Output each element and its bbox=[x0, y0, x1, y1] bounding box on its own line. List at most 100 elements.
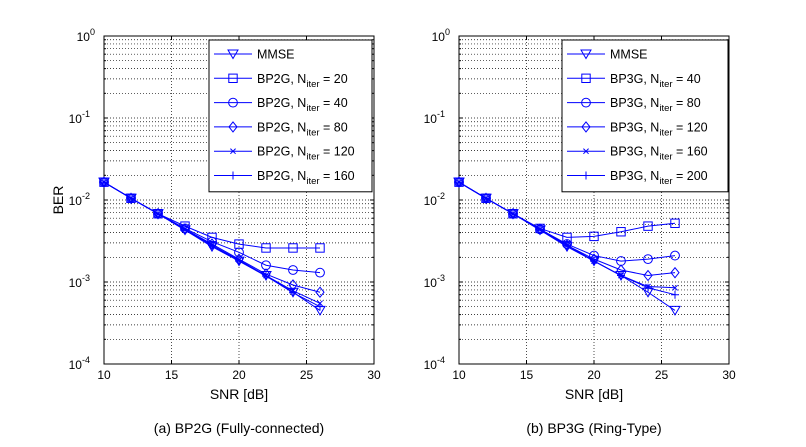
legend-entry: BP3G, Niter = 160 bbox=[610, 145, 708, 163]
data-point bbox=[643, 221, 653, 231]
chart-panel-1: 10 15 20 25 30 100 10-1 10-2 10-3 10-4 SNR [dB] BER… bbox=[50, 27, 381, 436]
data-point bbox=[315, 267, 325, 278]
legend-value: = 80 bbox=[320, 120, 348, 134]
legend-entry: BP3G, Niter = 120 bbox=[610, 120, 708, 138]
y-tick-label: 10-3 bbox=[69, 273, 90, 290]
data-point bbox=[127, 194, 135, 203]
data-point bbox=[669, 305, 681, 316]
legend-value: = 80 bbox=[673, 96, 701, 110]
data-point bbox=[536, 226, 544, 235]
y-tick-exponent: 0 bbox=[445, 27, 450, 37]
x-tick-label: 10 bbox=[452, 368, 466, 382]
legend-label: BP2G, N bbox=[257, 96, 306, 110]
data-point bbox=[154, 209, 162, 218]
y-axis: 100 10-1 10-2 10-3 10-4 bbox=[69, 27, 374, 372]
y-tick-label: 100 bbox=[432, 27, 450, 44]
data-point bbox=[670, 266, 680, 279]
data-point bbox=[261, 243, 271, 253]
data-point bbox=[643, 269, 653, 282]
legend-entry: BP2G, Niter = 80 bbox=[257, 120, 348, 138]
data-point bbox=[671, 290, 679, 299]
y-tick-exponent: -4 bbox=[82, 355, 90, 365]
x-axis: 10 15 20 25 30 bbox=[452, 36, 736, 382]
y-tick-label: 10-4 bbox=[424, 355, 445, 372]
legend-marker bbox=[230, 148, 236, 155]
x-tick-label: 30 bbox=[722, 368, 736, 382]
y-tick-exponent: -3 bbox=[437, 273, 445, 283]
legend-entry: BP2G, Niter = 160 bbox=[257, 169, 355, 187]
legend-entry: MMSE bbox=[610, 48, 648, 62]
x-tick-label: 15 bbox=[520, 368, 534, 382]
x-tick-label: 25 bbox=[300, 368, 314, 382]
data-point bbox=[670, 250, 680, 261]
data-point bbox=[589, 231, 599, 242]
legend-subscript: iter bbox=[306, 79, 319, 90]
legend-value: = 40 bbox=[320, 96, 348, 110]
data-point bbox=[509, 209, 517, 218]
y-tick-label: 10-2 bbox=[424, 191, 445, 208]
data-point bbox=[262, 272, 270, 281]
data-point bbox=[288, 243, 298, 253]
data-point bbox=[315, 286, 325, 299]
legend-entry: BP3G, Niter = 80 bbox=[610, 96, 701, 114]
data-point bbox=[672, 284, 678, 291]
legend-label: BP3G, N bbox=[610, 72, 659, 86]
legend-entry: BP2G, Niter = 20 bbox=[257, 72, 348, 90]
legend-subscript: iter bbox=[306, 127, 319, 138]
x-tick-label: 20 bbox=[232, 368, 246, 382]
legend-label: BP3G, N bbox=[610, 96, 659, 110]
y-tick-exponent: -2 bbox=[82, 191, 90, 201]
x-axis-label: SNR [dB] bbox=[210, 386, 268, 402]
legend-label: BP2G, N bbox=[257, 120, 306, 134]
x-tick-label: 25 bbox=[655, 368, 669, 382]
legend-label: BP3G, N bbox=[610, 120, 659, 134]
legend-marker bbox=[583, 148, 589, 155]
legend-value: = 200 bbox=[673, 169, 708, 183]
x-tick-label: 15 bbox=[165, 368, 179, 382]
x-tick-label: 10 bbox=[97, 368, 111, 382]
y-tick-label: 10-3 bbox=[424, 273, 445, 290]
legend-entry: MMSE bbox=[257, 48, 295, 62]
data-point bbox=[288, 265, 298, 275]
legend-label: BP3G, N bbox=[610, 169, 659, 183]
y-tick-exponent: -1 bbox=[82, 109, 90, 119]
legend-value: = 20 bbox=[320, 72, 348, 86]
data-point bbox=[235, 257, 243, 266]
data-point bbox=[99, 176, 109, 188]
legend-value: = 120 bbox=[320, 145, 355, 159]
chart-caption: (a) BP2G (Fully-connected) bbox=[154, 420, 324, 436]
legend-marker bbox=[228, 121, 238, 133]
legend-value: = 120 bbox=[673, 120, 708, 134]
series-plus bbox=[455, 178, 679, 299]
legend-marker bbox=[580, 49, 592, 60]
chart-panel-2: 10 15 20 25 30 100 10-1 10-2 10-3 10-4 SNR [dB] (b)… bbox=[424, 27, 736, 436]
legend-subscript: iter bbox=[306, 103, 319, 114]
legend-marker bbox=[229, 171, 237, 180]
legend-subscript: iter bbox=[659, 79, 672, 90]
data-point bbox=[616, 227, 626, 237]
data-point bbox=[482, 194, 490, 203]
y-tick-exponent: -4 bbox=[437, 355, 445, 365]
y-tick-exponent: -3 bbox=[82, 273, 90, 283]
data-point bbox=[454, 176, 464, 188]
legend-label: MMSE bbox=[257, 48, 295, 62]
legend-subscript: iter bbox=[659, 152, 672, 163]
legend-box bbox=[208, 39, 373, 193]
legend-value: = 40 bbox=[673, 72, 701, 86]
x-tick-label: 30 bbox=[367, 368, 381, 382]
legend-marker bbox=[228, 73, 238, 83]
data-point bbox=[670, 218, 680, 228]
legend-label: BP3G, N bbox=[610, 145, 659, 159]
legend-subscript: iter bbox=[659, 127, 672, 138]
data-point bbox=[289, 288, 297, 297]
chart-caption: (b) BP3G (Ring-Type) bbox=[526, 420, 661, 436]
y-tick-label: 100 bbox=[77, 27, 95, 44]
legend-marker bbox=[582, 171, 590, 180]
y-tick-label: 10-2 bbox=[69, 191, 90, 208]
y-tick-label: 10-1 bbox=[69, 109, 90, 126]
data-point bbox=[617, 271, 625, 280]
data-point bbox=[234, 247, 244, 258]
data-point bbox=[181, 226, 189, 235]
